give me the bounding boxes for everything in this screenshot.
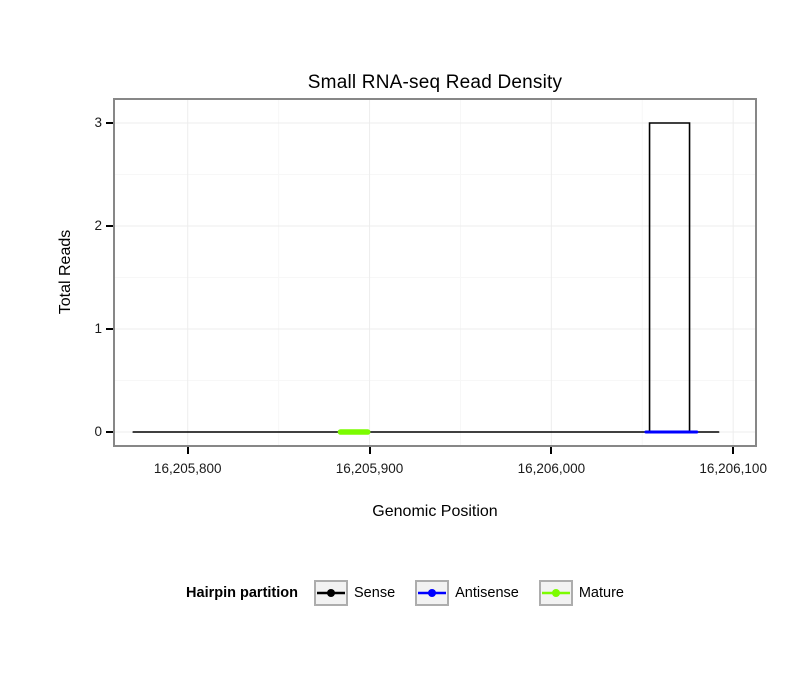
plot-area-svg xyxy=(115,100,755,445)
legend-key-glyph xyxy=(418,589,447,597)
legend-label: Antisense xyxy=(455,585,519,601)
x-axis-title: Genomic Position xyxy=(372,503,498,520)
legend-entry-mature: Mature xyxy=(538,580,624,606)
legend-label: Sense xyxy=(354,585,396,601)
x-tick-label: 16,206,000 xyxy=(517,461,586,476)
y-tick-label: 3 xyxy=(94,115,102,130)
legend-entries: Sense Antisense Mature xyxy=(314,580,624,606)
x-tick-mark xyxy=(368,447,371,454)
plot-panel xyxy=(113,98,757,447)
legend-key-mature-icon xyxy=(538,580,573,606)
y-tick-mark xyxy=(106,225,113,227)
x-tick-label: 16,206,100 xyxy=(699,461,767,476)
y-tick-label: 1 xyxy=(94,321,102,336)
x-tick-label: 16,205,800 xyxy=(153,461,222,476)
legend-label: Mature xyxy=(578,585,624,601)
x-tick-mark xyxy=(550,447,553,454)
legend-key-sense-icon xyxy=(314,580,349,606)
x-tick-mark xyxy=(186,447,189,454)
legend-key-glyph xyxy=(541,589,570,597)
y-tick-mark xyxy=(106,328,113,330)
plot-title: Small RNA-seq Read Density xyxy=(307,72,563,93)
x-tick-label: 16,205,900 xyxy=(335,461,404,476)
y-axis-title: Total Reads xyxy=(57,229,74,315)
y-tick-mark xyxy=(106,122,113,124)
legend-key-glyph xyxy=(317,589,346,597)
legend: Hairpin partition Sense Antisense Mature xyxy=(0,580,810,606)
y-tick-label: 0 xyxy=(94,424,102,439)
legend-title: Hairpin partition xyxy=(186,585,299,601)
x-tick-mark xyxy=(732,447,735,454)
y-tick-label: 2 xyxy=(94,218,102,233)
y-tick-mark xyxy=(106,431,113,433)
legend-entry-antisense: Antisense xyxy=(415,580,519,606)
legend-entry-sense: Sense xyxy=(314,580,395,606)
legend-key-antisense-icon xyxy=(415,580,450,606)
